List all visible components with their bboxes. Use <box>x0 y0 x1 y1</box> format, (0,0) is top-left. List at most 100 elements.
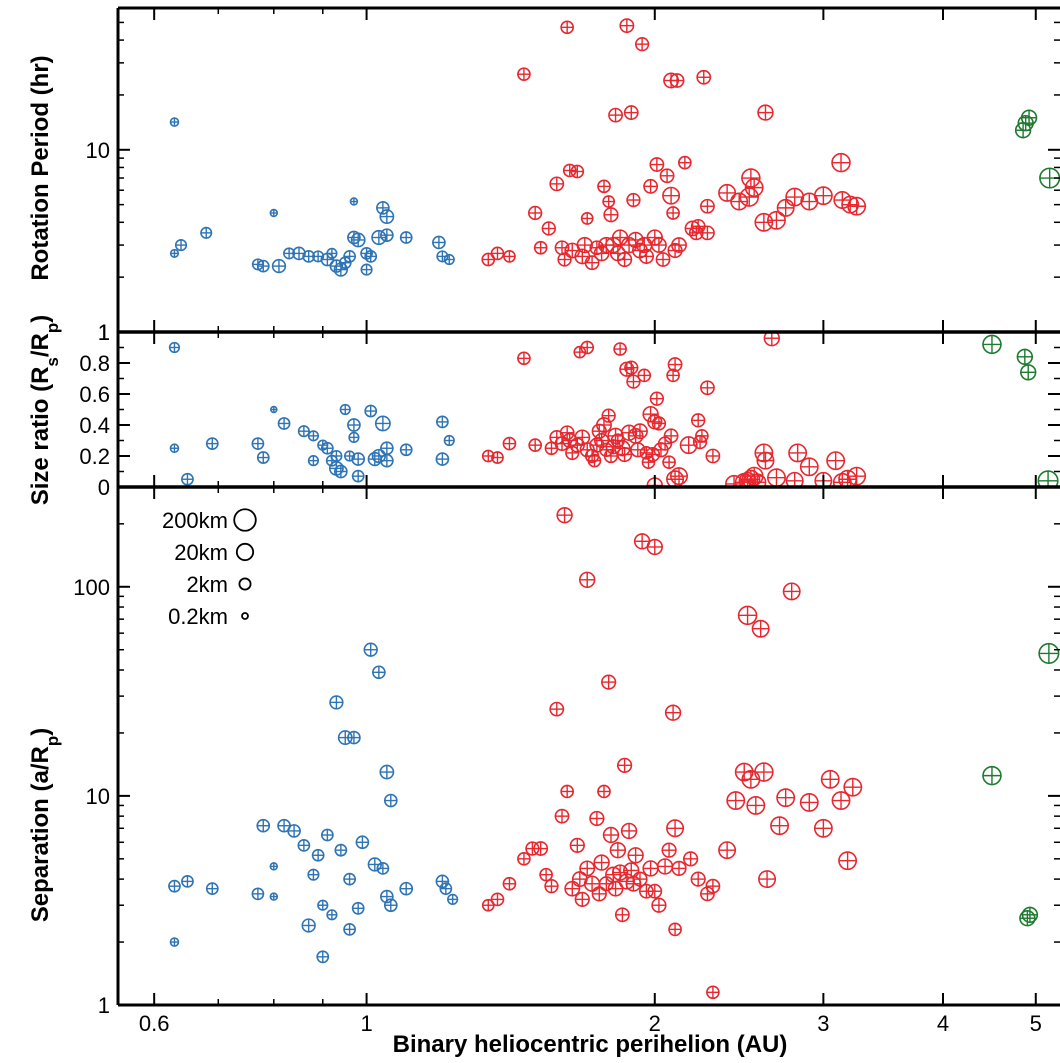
marker-nea <box>326 909 338 921</box>
y-tick-label: 0.8 <box>79 351 110 376</box>
marker-mba <box>574 891 590 907</box>
marker-nea <box>435 452 450 466</box>
marker-mba <box>643 178 659 194</box>
x-tick-label: 1 <box>360 1011 372 1036</box>
marker-mba <box>623 105 639 121</box>
marker-nea <box>351 901 365 915</box>
marker-mba <box>737 605 758 626</box>
legend-label: 0.2km <box>168 604 228 629</box>
marker-nea <box>307 455 320 467</box>
marker-mba <box>700 225 715 241</box>
marker-mba <box>700 380 715 396</box>
marker-nea <box>349 197 359 206</box>
marker-nea <box>292 246 306 261</box>
marker-nea <box>439 882 453 896</box>
marker-mba <box>579 860 596 877</box>
marker-mba <box>533 841 549 856</box>
marker-mba <box>754 212 774 232</box>
marker-mba <box>646 538 663 556</box>
marker-nea <box>301 918 316 933</box>
marker-nea <box>399 231 413 244</box>
marker-nea <box>169 248 180 258</box>
marker-nea <box>380 228 394 242</box>
marker-mba <box>656 858 674 875</box>
marker-mba <box>748 473 767 487</box>
legend-circle <box>233 508 257 532</box>
marker-mba <box>799 793 819 812</box>
marker-mba <box>634 36 650 52</box>
axis-titles: Binary heliocentric perihelion (AU) Rota… <box>27 55 787 1058</box>
marker-mba <box>556 506 573 524</box>
marker-mba <box>843 777 863 797</box>
marker-nea <box>311 848 325 862</box>
x-tick-label: 2 <box>649 1011 661 1036</box>
marker-mba <box>587 453 602 468</box>
marker-mba <box>767 468 786 487</box>
marker-mba <box>549 701 565 717</box>
marker-mba <box>705 878 721 894</box>
marker-nea <box>174 239 188 252</box>
marker-nea <box>351 469 365 483</box>
marker-nea <box>350 232 366 248</box>
marker-mba <box>624 360 639 375</box>
marker-mba <box>642 860 659 877</box>
marker-mba <box>627 847 644 864</box>
marker-nea <box>297 425 310 438</box>
marker-mba <box>813 186 833 206</box>
marker-nea <box>269 862 279 871</box>
marker-nea <box>205 437 219 450</box>
data-markers <box>168 18 1060 1000</box>
marker-nea <box>287 824 301 838</box>
marker-mba <box>596 417 612 433</box>
marker-nea <box>200 226 213 239</box>
size-legend: 200km 20km 2km 0.2km <box>162 508 257 629</box>
marker-mba <box>847 196 867 216</box>
marker-nea <box>169 443 180 454</box>
marker-nea <box>269 892 279 901</box>
marker-mba <box>695 429 709 443</box>
size-ratio-sub-s: s <box>43 357 62 366</box>
marker-nea <box>343 872 356 886</box>
y-tick-label: 1 <box>98 320 110 345</box>
marker-mba <box>613 342 627 356</box>
marker-mba <box>597 784 611 799</box>
marker-nea <box>169 117 180 127</box>
marker-mba <box>744 178 764 198</box>
marker-mba <box>593 245 610 262</box>
legend-label: 200km <box>162 508 228 533</box>
marker-mba <box>614 907 630 923</box>
marker-mba <box>682 851 699 867</box>
separation-close: ) <box>27 728 54 736</box>
marker-mba <box>632 871 648 887</box>
marker-nea <box>330 449 343 463</box>
marker-mba <box>603 207 619 223</box>
marker-mba <box>651 897 667 913</box>
marker-mba <box>502 876 517 891</box>
size-ratio-label: Size ratio (R <box>27 367 54 506</box>
marker-nea <box>347 730 361 745</box>
marker-trojan <box>1020 109 1038 126</box>
marker-nea <box>371 229 387 246</box>
marker-nea <box>376 862 390 875</box>
marker-mba <box>601 408 616 423</box>
marker-nea <box>334 843 348 857</box>
marker-mba <box>651 416 667 431</box>
marker-nea <box>379 764 395 780</box>
marker-mba <box>662 455 676 470</box>
marker-mba <box>767 210 786 230</box>
marker-mba <box>739 187 759 207</box>
marker-nea <box>326 247 338 260</box>
marker-mba <box>481 252 496 267</box>
marker-mba <box>838 851 858 871</box>
marker-nea <box>360 263 373 276</box>
marker-mba <box>560 20 575 35</box>
marker-mba <box>662 186 681 205</box>
marker-mba <box>776 788 796 808</box>
y-tick-label: 100 <box>73 575 110 600</box>
axis-ticks <box>118 8 1060 1006</box>
legend-circle <box>241 612 249 620</box>
x-tick-label: 0.6 <box>139 1011 170 1036</box>
marker-mba <box>734 762 754 782</box>
marker-nea <box>277 417 291 430</box>
